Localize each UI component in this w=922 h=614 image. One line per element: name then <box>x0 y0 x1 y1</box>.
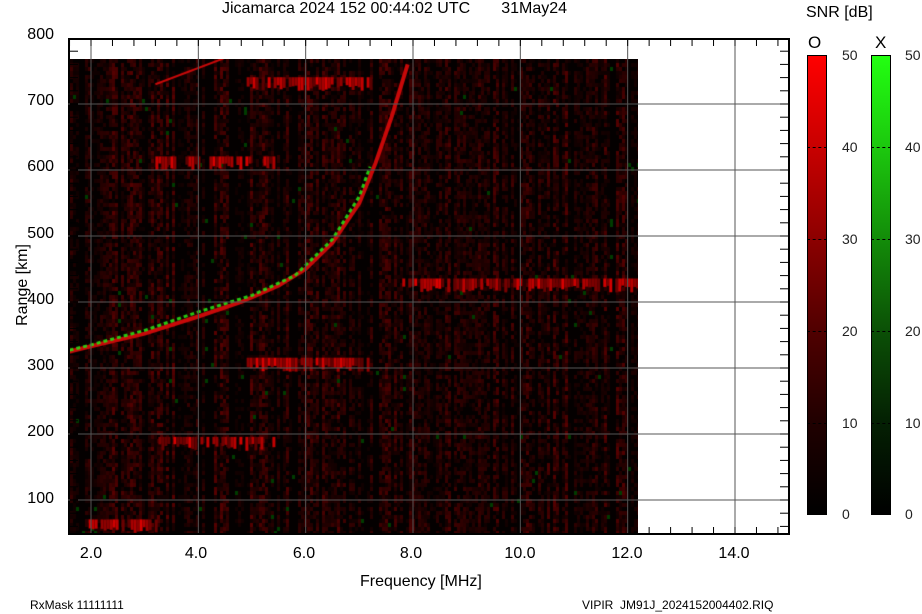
y-axis-label: Range [km] <box>14 244 31 326</box>
filename-label: VIPIR JM91J_2024152004402.RIQ <box>582 598 774 612</box>
x-tick-14: 14.0 <box>718 545 750 562</box>
colorbar-o-tick-10 <box>807 423 827 424</box>
colorbar-x-tick-30 <box>871 239 891 240</box>
y-tick-400: 400 <box>27 291 54 308</box>
colorbar-o-tick-label: 30 <box>842 231 858 247</box>
colorbar-x-tick-label: 40 <box>905 139 921 155</box>
x-tick-8: 8.0 <box>399 545 423 562</box>
x-tick-2: 2.0 <box>79 545 103 562</box>
colorbar-x-tick-20 <box>871 331 891 332</box>
colorbar-o-tick-30 <box>807 239 827 240</box>
y-tick-300: 300 <box>27 357 54 374</box>
colorbar-x-tick-10 <box>871 423 891 424</box>
colorbar-x-tick-40 <box>871 147 891 148</box>
colorbar-o-tick-label: 50 <box>842 47 858 63</box>
colorbar-o-mode <box>807 55 827 515</box>
y-tick-800: 800 <box>27 26 54 43</box>
colorbar-o-tick-20 <box>807 331 827 332</box>
x-tick-4: 4.0 <box>184 545 208 562</box>
colorbar-o-label: O <box>808 33 822 52</box>
chart-title: Jicamarca 2024 152 00:44:02 UTC 31May24 <box>222 0 568 17</box>
colorbar-o-tick-label: 20 <box>842 323 858 339</box>
colorbar-x-tick-label: 20 <box>905 323 921 339</box>
colorbar-o-tick-40 <box>807 147 827 148</box>
x-tick-12: 12.0 <box>611 545 643 562</box>
colorbar-x-tick-label: 10 <box>905 415 921 431</box>
colorbar-title: SNR [dB] <box>806 4 873 21</box>
y-tick-700: 700 <box>27 92 54 109</box>
colorbar-x-tick-label: 0 <box>905 506 913 522</box>
colorbar-x-tick-label: 50 <box>905 47 921 63</box>
plot-grid <box>68 38 788 533</box>
y-tick-500: 500 <box>27 225 54 242</box>
ionogram-heatmap <box>70 59 638 533</box>
colorbar-o-tick-label: 10 <box>842 415 858 431</box>
y-tick-100: 100 <box>27 490 54 507</box>
rxmask-label: RxMask 11111111 <box>30 598 124 612</box>
x-axis-label: Frequency [MHz] <box>360 573 482 590</box>
colorbar-o-tick-label: 0 <box>842 506 850 522</box>
y-tick-200: 200 <box>27 423 54 440</box>
colorbar-x-tick-label: 30 <box>905 231 921 247</box>
x-tick-6: 6.0 <box>292 545 316 562</box>
colorbar-o-tick-label: 40 <box>842 139 858 155</box>
x-tick-10: 10.0 <box>504 545 536 562</box>
y-tick-600: 600 <box>27 158 54 175</box>
colorbar-x-mode <box>871 55 891 515</box>
colorbar-x-label: X <box>875 33 887 52</box>
